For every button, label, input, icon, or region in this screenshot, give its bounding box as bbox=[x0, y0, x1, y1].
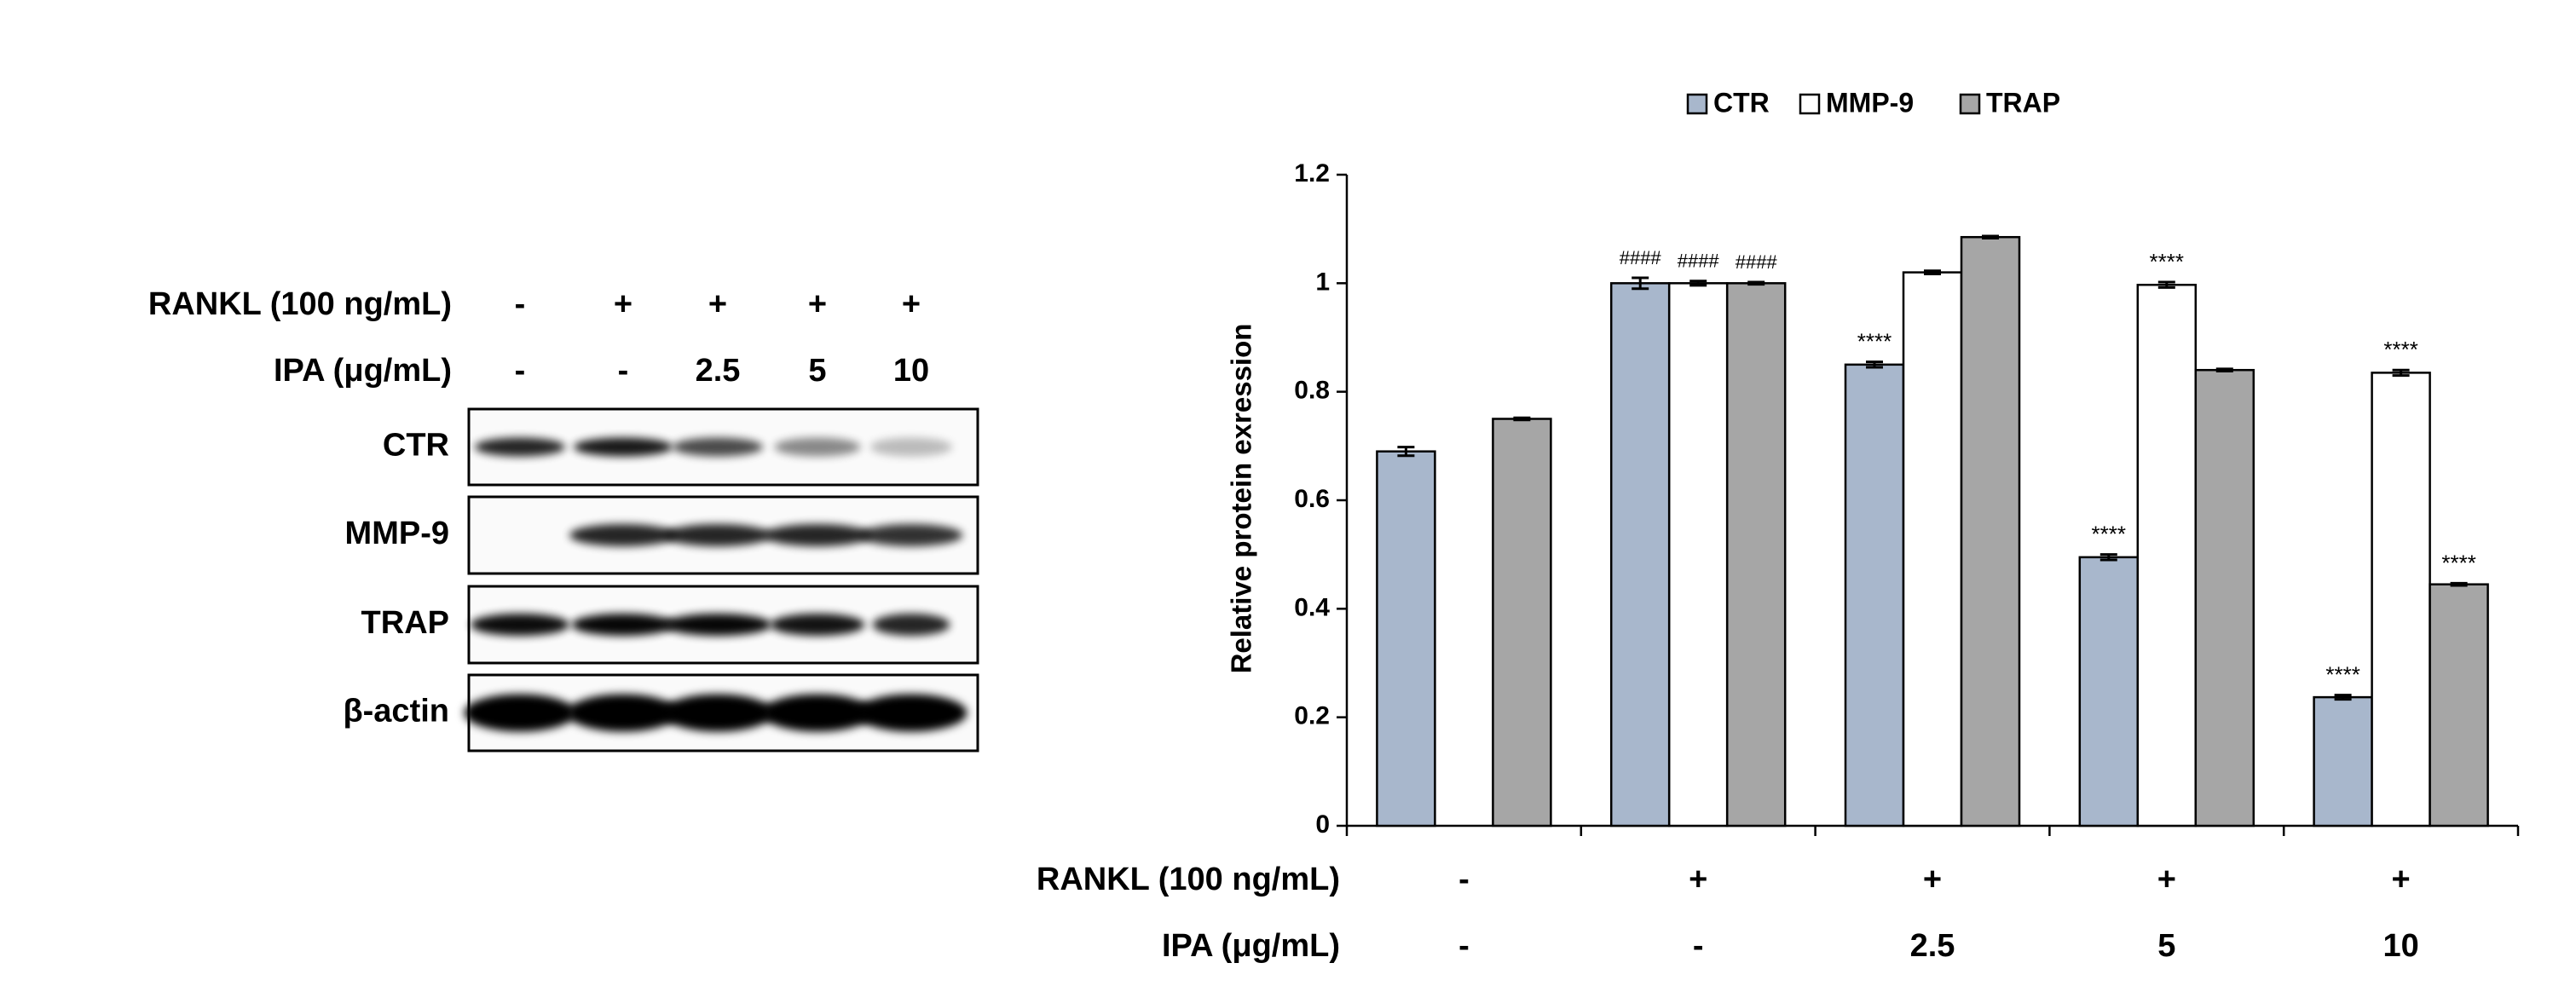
error-bar bbox=[1866, 360, 1883, 369]
bar bbox=[2194, 368, 2255, 827]
significance-label: #### bbox=[1678, 251, 1720, 272]
bar bbox=[2078, 556, 2140, 827]
error-bar bbox=[1924, 269, 1941, 276]
treatment-value: - bbox=[515, 286, 526, 322]
treatment-value: + bbox=[808, 286, 827, 322]
bar bbox=[2429, 583, 2489, 827]
x-row-value: + bbox=[2391, 862, 2410, 897]
bar bbox=[1609, 282, 1671, 827]
significance-label: #### bbox=[1736, 251, 1778, 273]
treatment-value: - bbox=[515, 353, 526, 389]
blot-band bbox=[664, 614, 771, 636]
blot-band bbox=[574, 437, 673, 457]
bar bbox=[1844, 363, 1905, 827]
blot-row-label: MMP-9 bbox=[345, 516, 449, 551]
error-bar bbox=[2450, 581, 2468, 587]
error-bar bbox=[1747, 280, 1765, 286]
error-bar bbox=[1397, 446, 1415, 458]
blot-row-label: TRAP bbox=[361, 605, 449, 641]
x-row-value: + bbox=[1689, 862, 1707, 897]
significance-label: #### bbox=[1620, 247, 1662, 268]
bar bbox=[1667, 282, 1729, 827]
x-row-value: - bbox=[1693, 928, 1704, 964]
treatment-value: 5 bbox=[808, 353, 826, 389]
bar bbox=[1376, 450, 1436, 827]
bar bbox=[1902, 271, 1963, 827]
error-bar bbox=[2157, 280, 2175, 289]
legend-label: MMP-9 bbox=[1826, 87, 1914, 118]
blot-row-label: CTR bbox=[383, 428, 449, 464]
y-tick-label: 1 bbox=[1315, 268, 1330, 296]
blot-band bbox=[664, 524, 771, 546]
significance-label: **** bbox=[2441, 550, 2475, 575]
blot-band bbox=[567, 694, 679, 732]
legend-swatch bbox=[1799, 93, 1821, 115]
bar bbox=[2136, 283, 2198, 827]
bar bbox=[2313, 695, 2373, 827]
error-bar bbox=[2215, 367, 2233, 372]
treatment-value: 10 bbox=[893, 353, 929, 389]
significance-label: **** bbox=[1857, 329, 1892, 355]
legend-swatch bbox=[1959, 93, 1981, 115]
treatment-label: IPA (μg/mL) bbox=[274, 353, 452, 389]
error-bar bbox=[1513, 416, 1531, 422]
error-bar bbox=[1689, 280, 1707, 287]
y-axis-label: Relative protein exression bbox=[1226, 324, 1257, 674]
y-tick-label: 0.6 bbox=[1294, 485, 1330, 513]
blot-band bbox=[859, 524, 963, 546]
x-row-label: IPA (μg/mL) bbox=[1162, 928, 1340, 964]
significance-label: **** bbox=[2325, 661, 2359, 687]
treatment-value: + bbox=[708, 286, 727, 322]
x-row-value: - bbox=[1458, 862, 1470, 897]
x-row-label: RANKL (100 ng/mL) bbox=[1037, 862, 1340, 897]
blot-band bbox=[770, 614, 865, 636]
error-bar bbox=[2392, 368, 2410, 378]
legend-label: TRAP bbox=[1986, 87, 2060, 118]
y-tick-label: 1.2 bbox=[1294, 159, 1330, 187]
treatment-value: + bbox=[614, 286, 632, 322]
blot-band bbox=[475, 437, 565, 457]
y-tick-label: 0.4 bbox=[1294, 593, 1330, 621]
y-tick-label: 0.8 bbox=[1294, 377, 1330, 405]
blot-band bbox=[471, 614, 569, 636]
significance-label: **** bbox=[2150, 249, 2184, 274]
error-bar bbox=[1632, 276, 1649, 291]
x-row-value: 5 bbox=[2157, 928, 2175, 964]
bar bbox=[2371, 372, 2431, 827]
x-row-value: + bbox=[1923, 862, 1942, 897]
blot-band bbox=[661, 694, 774, 732]
treatment-value: 2.5 bbox=[696, 353, 741, 389]
blot-row-label: β-actin bbox=[343, 694, 449, 729]
blot-band bbox=[761, 694, 874, 732]
error-bar bbox=[2334, 694, 2352, 701]
x-row-value: 2.5 bbox=[1910, 928, 1955, 964]
bar bbox=[1960, 235, 2021, 827]
y-tick-label: 0 bbox=[1315, 810, 1330, 839]
blot-band bbox=[764, 524, 871, 546]
significance-label: **** bbox=[2092, 522, 2126, 547]
x-row-value: + bbox=[2157, 862, 2176, 897]
blot-band bbox=[571, 614, 675, 636]
blot-band bbox=[464, 694, 576, 732]
error-bar bbox=[1982, 234, 1999, 239]
blot-band bbox=[855, 694, 967, 732]
blot-band bbox=[673, 437, 763, 457]
legend-label: CTR bbox=[1713, 87, 1770, 118]
error-bar bbox=[2099, 553, 2117, 562]
blot-band bbox=[872, 614, 950, 636]
treatment-label: RANKL (100 ng/mL) bbox=[148, 286, 452, 322]
significance-label: **** bbox=[2383, 337, 2417, 362]
x-row-value: - bbox=[1458, 928, 1470, 964]
treatment-value: + bbox=[902, 286, 921, 322]
blot-band bbox=[870, 437, 952, 457]
blot-band bbox=[774, 437, 861, 457]
legend-swatch bbox=[1686, 93, 1708, 115]
bar bbox=[1492, 418, 1552, 827]
treatment-value: - bbox=[618, 353, 629, 389]
y-tick-label: 0.2 bbox=[1294, 702, 1330, 730]
bar bbox=[1725, 282, 1787, 827]
blot-band bbox=[569, 524, 677, 546]
x-row-value: 10 bbox=[2383, 928, 2418, 964]
